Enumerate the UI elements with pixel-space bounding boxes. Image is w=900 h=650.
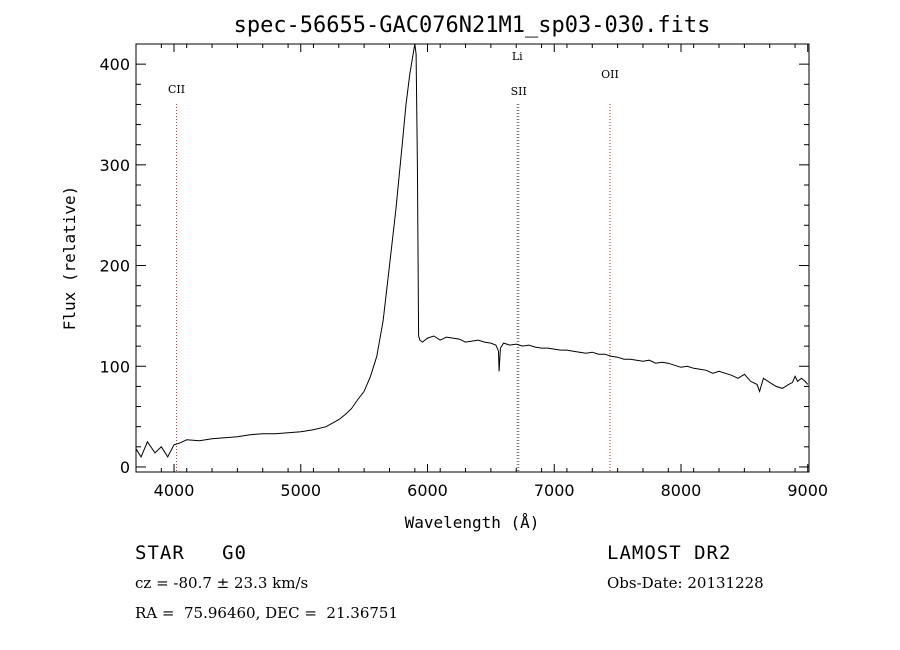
y-tick-label: 300: [99, 156, 130, 175]
y-axis-title: Flux (relative): [60, 186, 79, 331]
y-tick-label: 100: [99, 357, 130, 376]
x-tick-label: 5000: [280, 481, 321, 500]
spectral-line-label: CII: [168, 83, 185, 96]
x-tick-label: 7000: [534, 481, 575, 500]
x-tick-label: 8000: [661, 481, 702, 500]
x-tick-label: 4000: [154, 481, 195, 500]
y-tick-label: 0: [120, 458, 130, 477]
spectral-line-label: SII: [511, 85, 527, 98]
chart-title: spec-56655-GAC076N21M1_sp03-030.fits: [234, 13, 711, 38]
x-tick-label: 6000: [407, 481, 448, 500]
observation-date: Obs-Date: 20131228: [607, 574, 764, 592]
spectral-line-label: OII: [601, 68, 619, 81]
redshift-cz: cz = -80.7 ± 23.3 km/s: [135, 574, 309, 592]
x-tick-label: 9000: [787, 481, 828, 500]
survey-release: LAMOST DR2: [607, 542, 732, 564]
y-tick-label: 200: [99, 257, 130, 276]
y-tick-label: 400: [99, 55, 130, 74]
object-class: STAR G0: [135, 542, 247, 564]
x-axis-title: Wavelength (Å): [405, 513, 540, 532]
flux-series-line: [135, 43, 809, 458]
spectrum-chart: spec-56655-GAC076N21M1_sp03-030.fits CII…: [60, 13, 828, 532]
plot-frame: [135, 43, 810, 473]
ra-dec: RA = 75.96460, DEC = 21.36751: [135, 604, 399, 622]
spectral-line-label: Li: [512, 50, 523, 63]
